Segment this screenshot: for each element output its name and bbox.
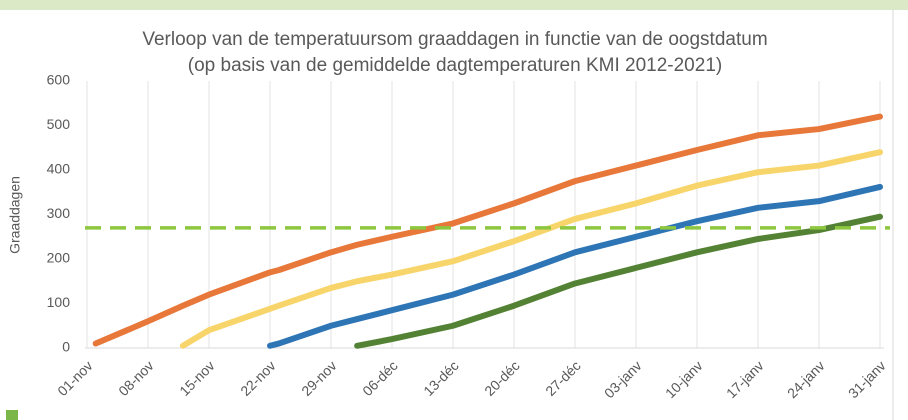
- y-tick-label: 200: [47, 250, 71, 266]
- top-band: [0, 0, 908, 10]
- x-tick-label: 17-janv: [723, 357, 767, 401]
- x-tick-label: 22-nov: [237, 357, 279, 399]
- x-tick-label: 03-janv: [601, 357, 645, 401]
- x-tick-label: 10-janv: [662, 357, 706, 401]
- x-tick-label: 24-janv: [784, 357, 828, 401]
- y-tick-label: 100: [47, 294, 71, 310]
- chart-title: Verloop van de temperatuursom graaddagen…: [142, 29, 767, 50]
- y-tick-label: 600: [47, 72, 71, 88]
- x-tick-label: 01-nov: [54, 357, 96, 399]
- x-tick-label: 20-déc: [481, 357, 523, 399]
- y-tick-label: 0: [62, 339, 70, 355]
- series-line: [354, 213, 883, 349]
- x-tick-label: 08-nov: [115, 357, 157, 399]
- x-tick-label: 27-déc: [542, 357, 584, 399]
- x-tick-label: 13-déc: [420, 357, 462, 399]
- x-tick-label: 29-nov: [298, 357, 340, 399]
- x-tick-label: 15-nov: [176, 357, 218, 399]
- series-line: [179, 149, 883, 349]
- series-line: [267, 183, 883, 349]
- y-axis-label: Graaddagen: [7, 176, 23, 254]
- chart-subtitle: (op basis van de gemiddelde dagtemperatu…: [188, 55, 722, 76]
- series-line: [92, 113, 883, 347]
- legend-swatch: [6, 410, 18, 420]
- y-tick-label: 300: [47, 205, 71, 221]
- x-tick-label: 06-déc: [359, 357, 401, 399]
- y-tick-label: 500: [47, 116, 71, 132]
- y-tick-label: 400: [47, 161, 71, 177]
- x-tick-label: 31-janv: [845, 357, 889, 401]
